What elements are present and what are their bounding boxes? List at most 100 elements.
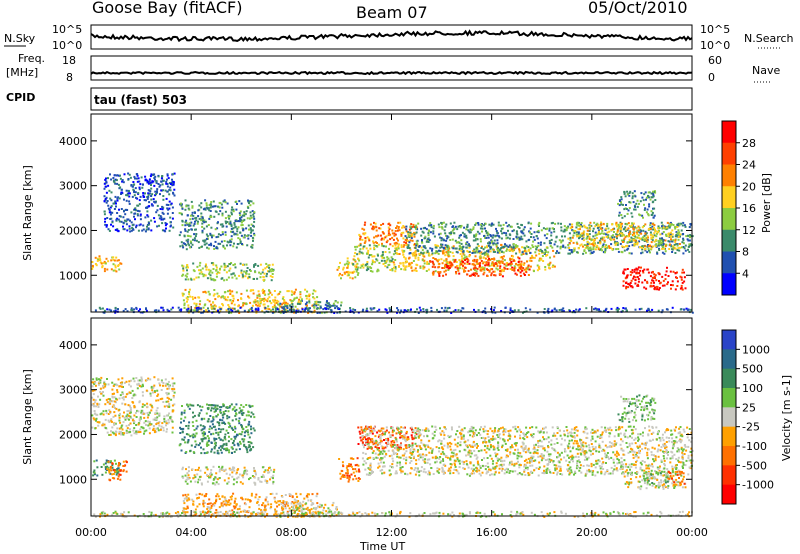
heatmap-cell [472,251,475,254]
heatmap-cell [103,267,106,270]
heatmap-cell [436,260,439,263]
heatmap-cell [277,300,280,303]
heatmap-cell [170,181,173,184]
heatmap-cell [136,197,139,200]
heatmap-cell [463,254,466,257]
heatmap-cell [466,226,469,229]
heatmap-cell [330,304,333,307]
heatmap-cell [639,246,641,249]
heatmap-cell [93,401,96,404]
heatmap-cell [480,225,483,228]
heatmap-cell [171,178,173,181]
heatmap-cell [459,226,462,229]
heatmap-cell [649,251,651,254]
heatmap-cell [133,183,136,186]
heatmap-cell [180,413,183,416]
heatmap-cell [205,233,208,236]
heatmap-cell [299,293,302,296]
heatmap-cell [403,226,406,229]
heatmap-cell [521,251,524,254]
heatmap-cell [487,244,490,247]
heatmap-cell [432,224,435,227]
heatmap-cell [110,259,113,262]
heatmap-cell [119,381,122,384]
heatmap-cell [199,307,202,310]
heatmap-cell [185,451,188,453]
heatmap-cell [635,202,638,205]
heatmap-cell [488,257,491,260]
heatmap-cell [640,252,643,255]
heatmap-cell [548,229,551,232]
heatmap-cell [476,267,479,270]
cpid-text: tau (fast) 503 [94,93,187,107]
heatmap-cell [168,397,171,400]
heatmap-cell [465,257,468,260]
heatmap-cell [93,460,96,463]
heatmap-cell [166,392,169,395]
heatmap-cell [104,466,107,469]
heatmap-cell [422,265,425,268]
heatmap-cell [93,418,96,421]
heatmap-cell [206,246,209,249]
heatmap-cell [363,228,366,231]
heatmap-cell [129,230,132,233]
heatmap-cell [242,405,245,408]
heatmap-cell [217,235,220,238]
heatmap-cell [412,225,415,228]
heatmap-cell [658,247,660,250]
heatmap-cell [472,227,475,230]
heatmap-cell [218,436,221,439]
heatmap-cell [629,282,632,284]
heatmap-cell [283,299,286,301]
heatmap-cell [339,272,341,275]
heatmap-cell [226,406,229,409]
heatmap-cell [115,407,118,410]
heatmap-cell [169,221,172,224]
heatmap-cell [658,287,661,289]
heatmap-cell [224,433,227,436]
heatmap-cell [560,226,563,229]
heatmap-cell [662,246,665,248]
heatmap-cell [430,306,433,309]
heatmap-cell [508,237,511,240]
heatmap-cell [104,403,107,406]
heatmap-cell [494,250,496,253]
heatmap-cell [656,252,659,255]
heatmap-cell [458,267,461,270]
heatmap-cell [384,308,387,311]
heatmap-cell [236,442,239,445]
heatmap-cell [296,308,299,311]
heatmap-cell [519,263,522,266]
heatmap-cell [189,224,192,227]
heatmap-cell [577,309,580,312]
heatmap-cell [602,222,605,225]
heatmap-cell [123,198,125,201]
heatmap-cell [366,261,369,263]
heatmap-cell [499,248,502,251]
heatmap-cell [108,209,111,211]
heatmap-cell [246,235,249,237]
heatmap-cell [214,305,217,308]
heatmap-cell [461,267,464,270]
heatmap-cell [312,296,315,299]
heatmap-cell [594,234,597,237]
heatmap-cell [114,311,117,314]
heatmap-cell [143,430,146,433]
heatmap-cell [424,247,427,250]
heatmap-cell [365,269,368,272]
heatmap-cell [483,252,486,255]
heatmap-cell [403,244,406,247]
heatmap-cell [593,308,595,311]
heatmap-cell [558,309,561,311]
heatmap-cell [604,251,606,254]
heatmap-cell [456,267,459,270]
heatmap-cell [353,259,356,261]
heatmap-cell [210,450,213,453]
heatmap-cell [354,268,357,271]
heatmap-cell [193,429,196,431]
heatmap-cell [492,234,495,237]
heatmap-cell [153,173,156,176]
heatmap-cell [243,419,246,422]
heatmap-cell [172,409,175,412]
heatmap-cell [341,274,344,277]
